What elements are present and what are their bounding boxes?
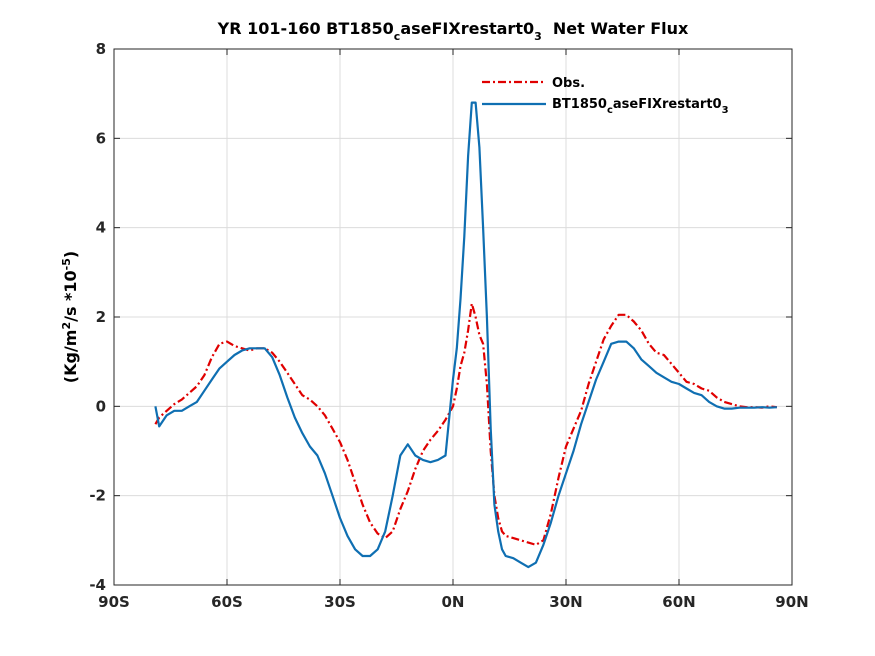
y-tick-label: 6 xyxy=(96,129,106,147)
legend-obs-label: Obs. xyxy=(552,76,585,91)
y-tick-label: -4 xyxy=(89,576,106,594)
x-tick-label: 60S xyxy=(211,593,243,611)
legend-model-label: BT1850caseFIXrestart03 xyxy=(552,97,729,116)
series-group xyxy=(154,101,778,569)
x-tick-label: 90S xyxy=(98,593,130,611)
legend: Obs. BT1850caseFIXrestart03 xyxy=(482,76,729,116)
x-tick-label: 60N xyxy=(662,593,695,611)
y-tick-label: 4 xyxy=(96,219,106,237)
series-line-obs xyxy=(154,302,778,546)
x-tick-label: 30S xyxy=(324,593,356,611)
y-tick-label: 2 xyxy=(96,308,106,326)
y-tick-label: -2 xyxy=(89,487,106,505)
y-tick-label: 8 xyxy=(96,40,106,58)
chart-title: YR 101-160 BT1850caseFIXrestart03 Net Wa… xyxy=(217,19,689,43)
series-line-model xyxy=(154,101,777,569)
y-tick-label: 0 xyxy=(96,397,106,415)
x-tick-label: 30N xyxy=(549,593,582,611)
x-tick-label: 0N xyxy=(442,593,465,611)
x-tick-label: 90N xyxy=(775,593,808,611)
grid xyxy=(113,48,793,586)
axis-ticks: 90S 60S 30S 0N 30N 60N 90N -4 -2 0 2 4 6 8 xyxy=(89,40,808,611)
y-axis-label: (Kg/m2/s *10-5) xyxy=(60,251,80,383)
